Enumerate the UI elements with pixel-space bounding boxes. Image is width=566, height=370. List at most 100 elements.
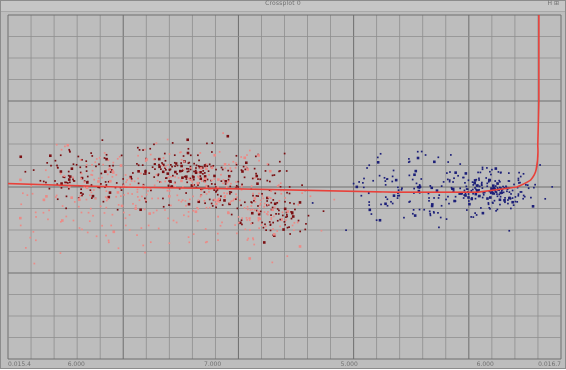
data-point-blue bbox=[478, 185, 481, 188]
data-point-light-red bbox=[257, 219, 260, 222]
data-point-light-red bbox=[190, 178, 193, 181]
data-point-light-red bbox=[30, 185, 33, 187]
data-point-light-red bbox=[203, 199, 206, 202]
data-point-dark-red bbox=[201, 166, 204, 169]
data-point-light-red bbox=[224, 196, 226, 199]
data-point-blue bbox=[390, 200, 392, 203]
data-point-light-red bbox=[192, 233, 195, 235]
data-point-blue bbox=[498, 193, 501, 196]
data-point-light-red bbox=[219, 224, 222, 227]
x-tick-label: 0.015.4 bbox=[8, 361, 31, 368]
data-point-dark-red bbox=[144, 197, 146, 200]
data-point-light-red bbox=[127, 192, 129, 195]
data-point-dark-red bbox=[274, 192, 277, 195]
data-point-light-red bbox=[225, 186, 228, 188]
data-point-blue bbox=[517, 179, 520, 182]
data-point-dark-red bbox=[56, 166, 59, 169]
data-point-blue bbox=[486, 182, 489, 185]
data-point-dark-red bbox=[291, 215, 295, 218]
crossplot-chart[interactable]: 0.015.4 6.000 7.000 5.000 6.000 0.016.7 bbox=[1, 11, 566, 370]
data-point-dark-red bbox=[139, 208, 142, 212]
data-point-dark-red bbox=[173, 161, 176, 164]
data-point-dark-red bbox=[269, 223, 272, 226]
data-point-blue bbox=[468, 202, 471, 206]
data-point-blue bbox=[464, 172, 468, 175]
data-point-dark-red bbox=[288, 226, 290, 228]
data-point-light-red bbox=[106, 173, 109, 176]
data-point-light-red bbox=[80, 177, 82, 180]
data-point-light-red bbox=[246, 239, 249, 241]
data-point-light-red bbox=[181, 186, 184, 188]
data-point-light-red bbox=[250, 205, 253, 207]
data-point-light-red bbox=[140, 227, 143, 229]
data-point-blue bbox=[409, 200, 411, 203]
data-point-dark-red bbox=[49, 154, 52, 158]
data-point-blue bbox=[505, 186, 508, 189]
data-point-blue bbox=[449, 154, 452, 156]
data-point-blue bbox=[445, 198, 447, 201]
data-point-dark-red bbox=[137, 170, 140, 173]
data-point-dark-red bbox=[89, 189, 92, 192]
data-point-blue bbox=[467, 179, 470, 182]
data-point-dark-red bbox=[187, 168, 190, 170]
data-point-light-red bbox=[279, 182, 282, 185]
data-point-dark-red bbox=[102, 200, 105, 203]
data-point-light-red bbox=[19, 224, 22, 227]
data-point-dark-red bbox=[120, 154, 123, 157]
data-point-light-red bbox=[97, 180, 100, 183]
data-point-dark-red bbox=[181, 169, 184, 172]
data-point-light-red bbox=[149, 241, 152, 244]
data-point-dark-red bbox=[193, 170, 195, 173]
data-point-dark-red bbox=[65, 181, 68, 184]
data-point-blue bbox=[452, 181, 454, 183]
data-point-blue bbox=[376, 161, 380, 164]
data-point-dark-red bbox=[137, 164, 140, 167]
data-point-light-red bbox=[208, 190, 210, 193]
data-point-light-red bbox=[252, 192, 254, 195]
window-controls[interactable]: H ⊞ bbox=[547, 0, 559, 7]
data-point-dark-red bbox=[256, 182, 259, 185]
data-point-dark-red bbox=[291, 211, 294, 213]
data-point-dark-red bbox=[192, 175, 195, 179]
title-bar[interactable]: Crossplot 0 H ⊞ bbox=[1, 0, 565, 12]
data-point-blue bbox=[384, 184, 387, 186]
data-point-blue bbox=[413, 192, 415, 194]
data-point-blue bbox=[486, 167, 488, 169]
data-point-blue bbox=[487, 180, 490, 183]
data-point-blue bbox=[366, 167, 368, 169]
data-point-blue bbox=[477, 189, 480, 192]
data-point-light-red bbox=[266, 203, 269, 206]
data-point-dark-red bbox=[211, 205, 214, 207]
data-point-dark-red bbox=[278, 170, 280, 173]
data-point-blue bbox=[408, 201, 411, 203]
data-point-light-red bbox=[232, 199, 235, 202]
data-point-light-red bbox=[200, 194, 203, 196]
data-point-light-red bbox=[61, 219, 64, 222]
data-point-dark-red bbox=[169, 164, 172, 166]
data-point-dark-red bbox=[182, 155, 185, 157]
data-point-dark-red bbox=[235, 154, 238, 157]
data-point-light-red bbox=[266, 163, 269, 165]
data-point-dark-red bbox=[272, 221, 275, 224]
data-point-light-red bbox=[151, 197, 153, 200]
data-point-blue bbox=[464, 192, 467, 195]
data-point-light-red bbox=[166, 138, 169, 141]
data-point-dark-red bbox=[136, 162, 138, 165]
data-point-light-red bbox=[167, 217, 170, 220]
data-point-dark-red bbox=[271, 174, 274, 177]
data-point-blue bbox=[494, 167, 498, 170]
data-point-blue bbox=[527, 187, 530, 190]
data-point-blue bbox=[394, 178, 398, 182]
data-point-blue bbox=[488, 206, 491, 209]
data-point-light-red bbox=[117, 204, 120, 206]
data-point-dark-red bbox=[186, 151, 190, 155]
data-point-blue bbox=[530, 196, 532, 199]
data-point-blue bbox=[508, 229, 511, 232]
data-point-blue bbox=[375, 219, 378, 222]
data-point-blue bbox=[454, 195, 457, 198]
data-point-light-red bbox=[107, 239, 110, 242]
data-point-dark-red bbox=[107, 180, 110, 183]
data-point-light-red bbox=[205, 186, 208, 188]
data-point-light-red bbox=[258, 192, 260, 195]
